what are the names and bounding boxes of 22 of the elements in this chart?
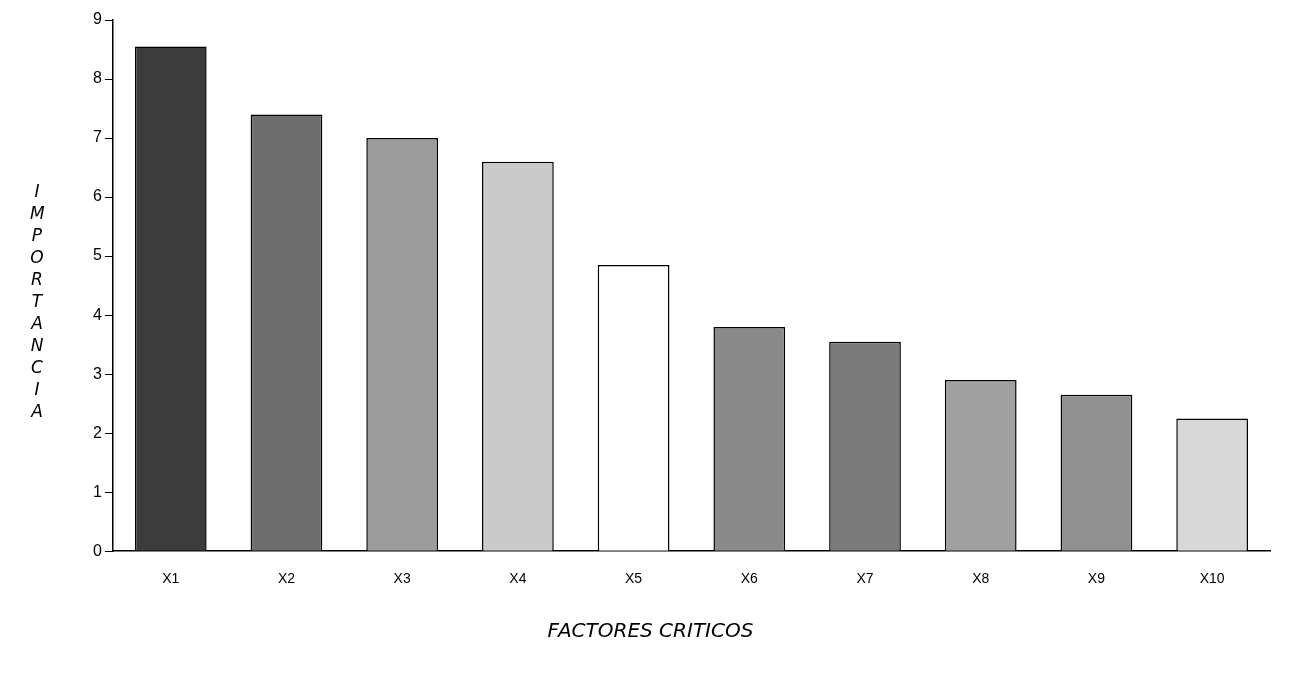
y-tick-label: 5	[92, 246, 102, 264]
x-tick-label: X1	[162, 570, 180, 587]
x-tick-label: X7	[856, 570, 874, 587]
y-tick-label: 0	[92, 541, 102, 559]
y-tick-label: 9	[92, 10, 102, 28]
x-tick-label: X9	[1087, 570, 1106, 587]
text: IMPORTANCIA	[30, 181, 45, 421]
y-tick-label: 7	[92, 128, 102, 146]
x-tick-label: X4	[509, 570, 527, 587]
y-tick-label: 2	[92, 423, 102, 441]
y-tick-label: 3	[92, 364, 102, 382]
x-tick-label: X2	[277, 570, 296, 587]
x-tick-label: X10	[1199, 570, 1225, 587]
x-tick-label: X3	[393, 570, 411, 587]
x-axis-title: FACTORES CRITICOS	[546, 618, 755, 642]
y-tick-label: 6	[92, 187, 102, 205]
y-tick-label: 8	[92, 69, 102, 87]
y-tick-label: 1	[92, 482, 102, 500]
y-tick-label: 4	[92, 305, 102, 323]
x-tick-label: X8	[972, 570, 990, 587]
x-tick-label: X5	[625, 570, 643, 587]
x-tick-label: X6	[740, 570, 759, 587]
